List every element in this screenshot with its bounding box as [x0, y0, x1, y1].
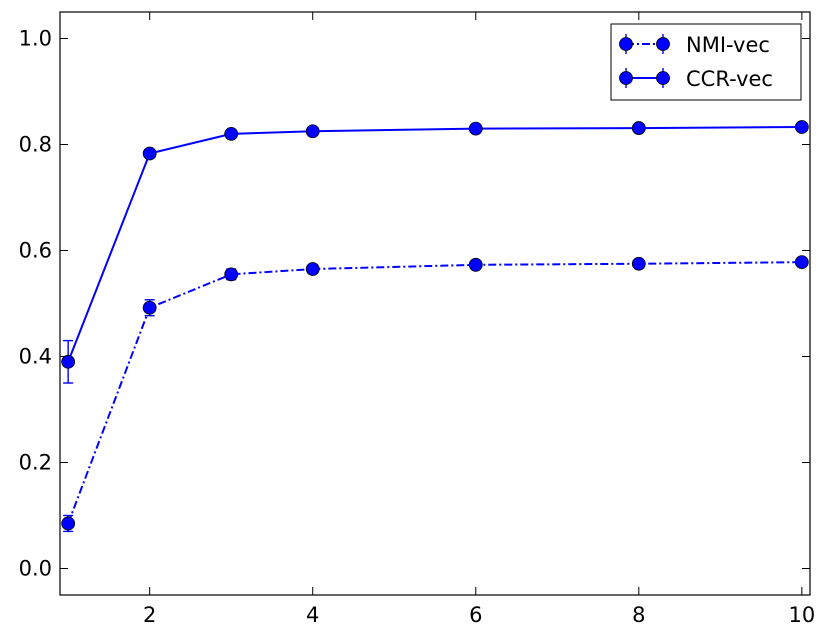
legend-entry-nmi-vec: NMI-vec [619, 33, 770, 57]
data-point-ccr-vec [224, 126, 239, 141]
legend-marker-nmi-vec [619, 37, 633, 51]
data-point-ccr-vec [631, 121, 646, 135]
legend-box [610, 23, 802, 101]
data-point-nmi-vec [224, 267, 239, 282]
y-tick-label: 0.8 [19, 133, 52, 157]
legend-marker-ccr-vec [619, 71, 633, 85]
data-point-nmi-vec [142, 300, 157, 315]
data-point-nmi-vec [794, 255, 809, 270]
x-tick-label: 8 [632, 603, 645, 627]
y-tick-label: 0.2 [19, 451, 52, 475]
legend-label-ccr-vec: CCR-vec [686, 67, 773, 91]
data-point-nmi-vec [468, 257, 483, 272]
legend-marker-ccr-vec [656, 71, 670, 85]
axes-frame [59, 11, 811, 596]
plot-area [59, 11, 811, 596]
x-tick-label: 6 [469, 603, 482, 627]
data-point-ccr-vec [794, 120, 809, 134]
data-point-nmi-vec [631, 256, 646, 271]
series-layer [61, 120, 809, 533]
legend: NMI-vec CCR-vec [610, 23, 802, 101]
x-tick-label: 10 [788, 603, 815, 627]
data-point-ccr-vec [468, 121, 483, 136]
data-point-nmi-vec [61, 516, 76, 531]
x-axis: 2 4 6 8 10 [143, 12, 815, 627]
y-tick-label: 1.0 [19, 27, 52, 51]
legend-label-nmi-vec: NMI-vec [686, 33, 770, 57]
data-point-nmi-vec [305, 262, 320, 276]
y-tick-label: 0.6 [19, 239, 52, 263]
x-tick-label: 4 [306, 603, 319, 627]
y-axis: 0.0 0.2 0.4 0.6 0.8 1.0 [19, 27, 810, 581]
x-tick-label: 2 [143, 603, 156, 627]
y-tick-label: 0.0 [19, 557, 52, 581]
legend-marker-nmi-vec [656, 37, 670, 51]
y-tick-label: 0.4 [19, 345, 52, 369]
data-point-ccr-vec [142, 146, 157, 161]
data-point-ccr-vec [305, 124, 320, 139]
legend-entry-ccr-vec: CCR-vec [619, 67, 773, 91]
data-point-ccr-vec [61, 354, 76, 369]
